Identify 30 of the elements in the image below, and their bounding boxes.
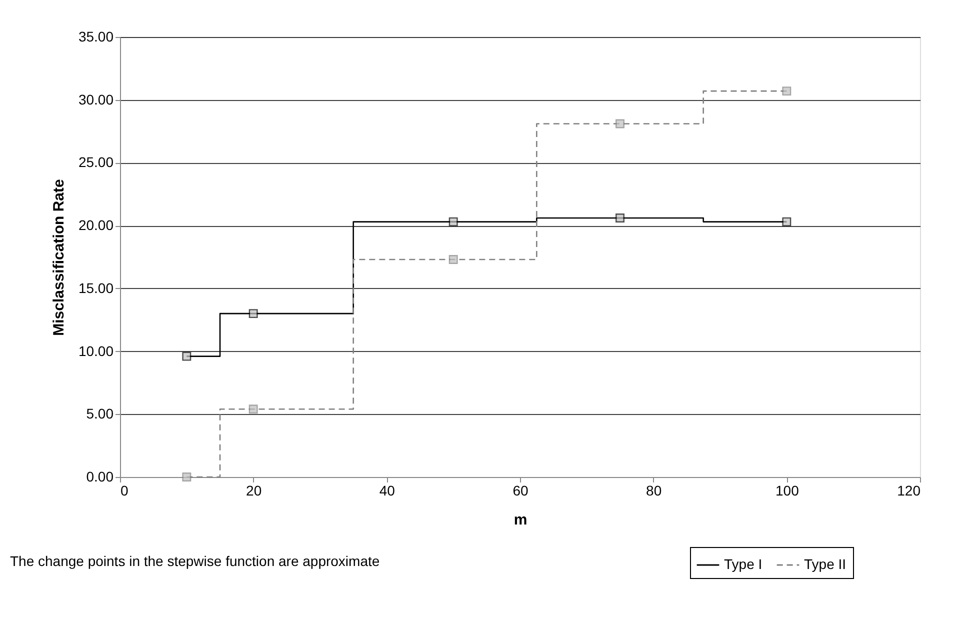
y-tick-label: 30.00 [78,91,114,108]
x-tick-label: 40 [379,482,396,498]
point [448,255,458,264]
y-tick-label: 15.00 [78,280,114,296]
text: The change points in the stepwise function are approximate [10,553,380,569]
y-tick-label: 0.00 [86,468,114,484]
x-tick-label: 80 [646,482,662,498]
point [248,309,258,318]
y-tick-label: 20.00 [78,217,114,234]
y-tick-label: 5.00 [86,406,114,422]
point [182,472,192,482]
point [448,217,458,226]
point [182,352,192,361]
y-axis-title: Misclassification Rate [50,179,68,336]
x-tick-label: 20 [246,482,262,498]
legend-label: Type II [804,556,846,572]
y-tick-label: 25.00 [78,154,114,170]
x-tick-label: 100 [775,482,800,498]
y-tick-label: 35.00 [78,28,114,44]
point [616,119,624,128]
x-tick-label: 0 [120,482,128,498]
point [616,214,624,222]
point [782,217,792,226]
x-tick-label: 120 [897,482,921,498]
point [782,86,792,96]
legend-label: Type I [724,556,762,572]
point [248,404,258,414]
x-axis-title: m [514,512,528,528]
x-tick-label: 60 [512,482,528,498]
y-tick-label: 10.00 [78,342,114,359]
